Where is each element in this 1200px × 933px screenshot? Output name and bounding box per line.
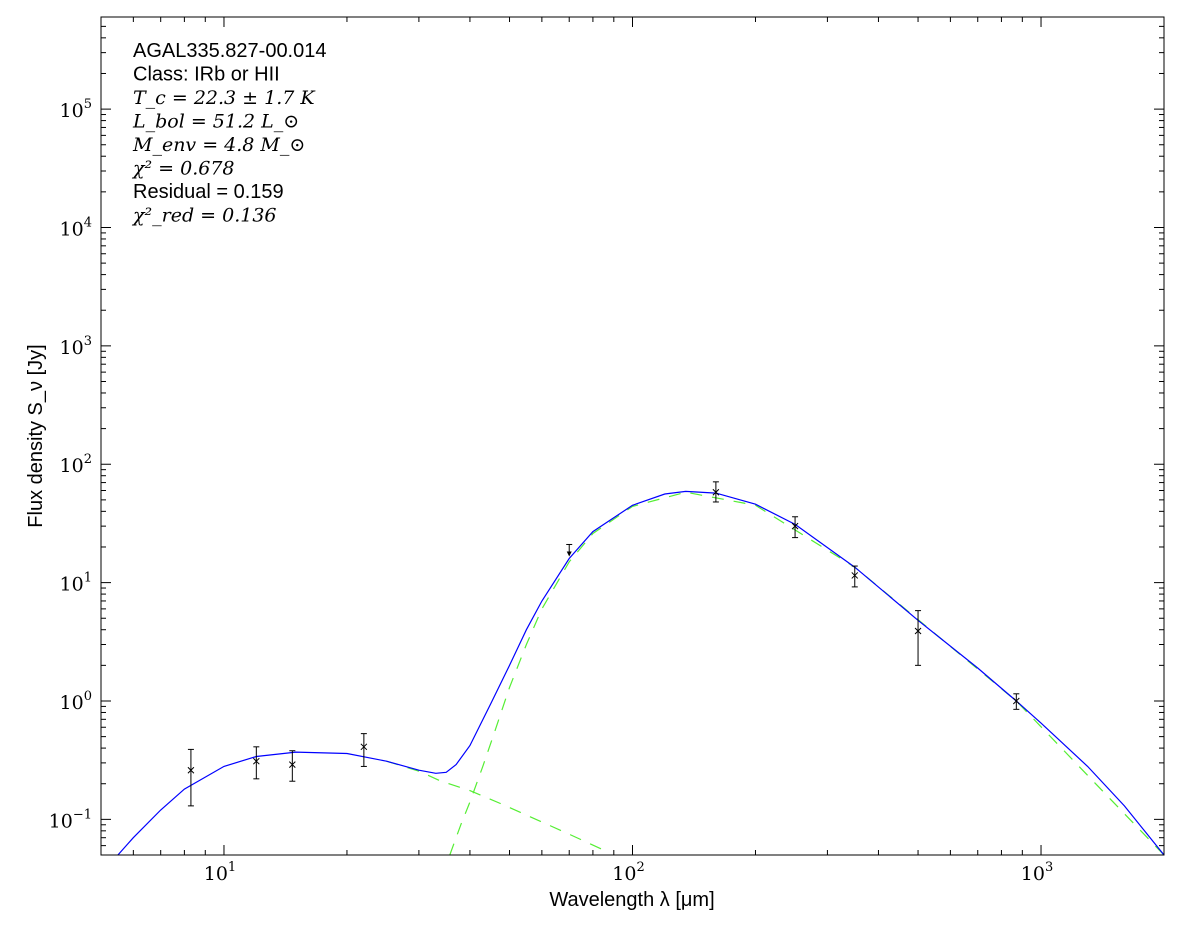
data-point-7	[914, 610, 922, 666]
x-axis-label: Wavelength λ [μm]	[549, 889, 714, 911]
y-tick-label: 103	[60, 334, 92, 359]
data-point-6	[851, 565, 859, 588]
point-marker	[791, 522, 799, 530]
data-point-8	[1012, 693, 1020, 710]
y-tick-label: 102	[60, 452, 92, 477]
limit-arrow	[566, 551, 572, 557]
point-marker	[712, 488, 720, 496]
x-tick-label: 103	[1021, 860, 1053, 885]
annotation-line: AGAL335.827-00.014	[133, 40, 327, 62]
data-point-3	[360, 733, 368, 767]
annotation-line: M_env = 4.8 M_⊙	[132, 134, 305, 156]
annotation-line: χ² = 0.678	[131, 158, 235, 180]
data-points	[187, 481, 1020, 807]
cold-component-line	[449, 491, 1164, 855]
warm-component-line	[386, 760, 604, 851]
y-tick-label: 105	[60, 97, 92, 122]
axis-ticks: 101 102 103 10−1 100 101 102 103 104 105	[49, 16, 1165, 885]
annotation-line: T_c = 22.3 ± 1.7 K	[133, 87, 316, 109]
model-curves	[117, 490, 1164, 855]
annotation-line: L_bol = 51.2 L_⊙	[132, 111, 299, 133]
point-marker	[851, 572, 859, 579]
y-axis-label: Flux density S_ν [Jy]	[25, 344, 47, 527]
annotation-line: Class: IRb or HII	[133, 64, 280, 86]
point-marker	[252, 757, 260, 765]
upper-limit-0	[566, 543, 573, 557]
y-tick-label: 100	[60, 689, 92, 714]
data-point-5	[791, 516, 799, 539]
point-marker	[187, 766, 195, 774]
point-marker	[914, 627, 922, 635]
point-marker	[288, 761, 296, 768]
y-tick-label: 101	[60, 571, 92, 596]
annotation-line: Residual = 0.159	[133, 181, 284, 203]
point-marker	[360, 743, 368, 751]
y-tick-label: 10−1	[49, 807, 92, 832]
y-tick-label: 104	[60, 215, 92, 240]
annotation-line: χ²_red = 0.136	[131, 205, 277, 227]
total-model-line	[117, 490, 1164, 855]
x-tick-label: 101	[204, 860, 236, 885]
point-marker	[1012, 697, 1020, 705]
data-point-0	[187, 748, 195, 807]
data-point-2	[288, 750, 296, 782]
x-tick-label: 102	[612, 860, 644, 885]
data-point-4	[712, 481, 720, 503]
data-point-1	[252, 746, 260, 780]
